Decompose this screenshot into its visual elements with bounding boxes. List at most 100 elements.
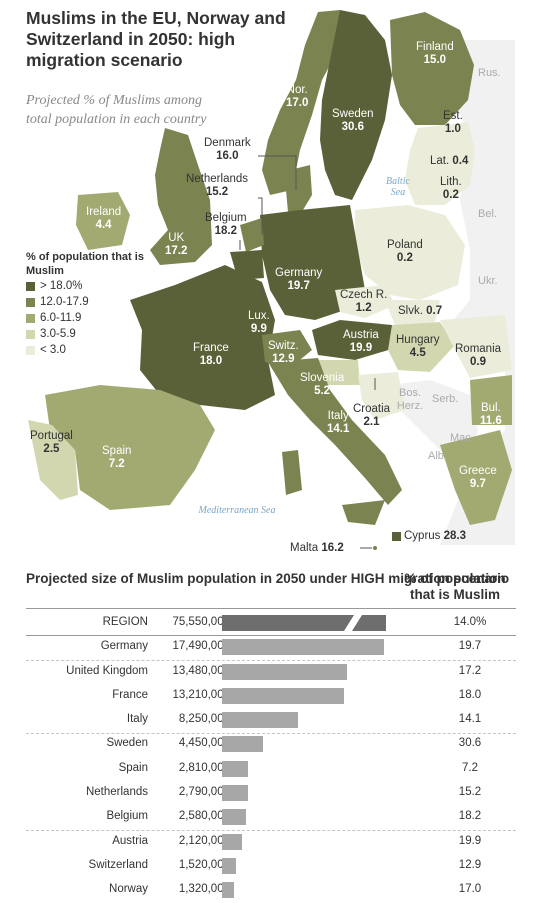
row-label: Sweden bbox=[106, 737, 148, 750]
label-belgium: Belgium 18.2 bbox=[205, 212, 247, 237]
row-label: Italy bbox=[126, 713, 148, 726]
leader-lines bbox=[239, 155, 376, 549]
label-albania: Alb. bbox=[428, 450, 447, 462]
label-czech: Czech R. 1.2 bbox=[340, 289, 388, 314]
label-germany: Germany 19.7 bbox=[275, 267, 323, 292]
row-percent: 14.1 bbox=[458, 713, 482, 726]
row-percent: 14.0% bbox=[453, 616, 487, 628]
row-value: 13,480,000 bbox=[172, 664, 230, 677]
legend-swatch bbox=[26, 329, 35, 339]
label-finland: Finland 15.0 bbox=[416, 41, 454, 66]
region-netherlands bbox=[240, 218, 264, 252]
row-value: 1,520,000 bbox=[178, 858, 230, 871]
label-france: France 18.0 bbox=[193, 342, 229, 367]
table-row: France 13,210,000 18.0 bbox=[26, 684, 516, 708]
table-row: Spain 2,810,000 7.2 bbox=[26, 757, 516, 781]
label-norway: Nor. 17.0 bbox=[286, 84, 309, 109]
region-sicily bbox=[342, 500, 385, 525]
legend-item: 6.0-11.9 bbox=[26, 310, 166, 326]
legend-swatch bbox=[26, 297, 35, 307]
legend-swatch bbox=[26, 313, 35, 323]
row-label: REGION bbox=[102, 616, 148, 628]
legend-swatch bbox=[26, 281, 35, 291]
mediterranean-sea-label: Mediterranean Sea bbox=[198, 505, 276, 516]
table-row: Norway 1,320,000 17.0 bbox=[26, 878, 516, 902]
region-baltics bbox=[405, 122, 475, 205]
bar-region-shape bbox=[222, 615, 386, 631]
row-label: Netherlands bbox=[85, 786, 148, 799]
bar bbox=[222, 663, 347, 680]
label-slovenia: Slovenia 5.2 bbox=[300, 372, 345, 397]
region-france bbox=[130, 265, 275, 410]
row-divider bbox=[26, 829, 516, 831]
label-spain: Spain 7.2 bbox=[102, 445, 132, 470]
bar-track bbox=[222, 882, 386, 899]
region-balkans-nonEU bbox=[390, 380, 478, 455]
bar-track bbox=[222, 809, 386, 826]
region-ireland bbox=[76, 192, 130, 250]
label-ukraine: Ukr. bbox=[478, 275, 498, 287]
bar-chart-rows: REGION 75,550,000 14.0% Germany 17,490,000 19… bbox=[26, 611, 516, 903]
row-label: Spain bbox=[118, 761, 148, 774]
table-row: Netherlands 2,790,000 15.2 bbox=[26, 781, 516, 805]
legend-label: 12.0-17.9 bbox=[40, 296, 89, 308]
label-macedonia: Mac. bbox=[450, 432, 474, 444]
region-poland bbox=[355, 205, 465, 300]
table-row: Italy 8,250,000 14.1 bbox=[26, 708, 516, 732]
row-value: 2,810,000 bbox=[178, 761, 230, 774]
label-estonia: Est. 1.0 bbox=[443, 110, 463, 135]
legend-item: 3.0-5.9 bbox=[26, 326, 166, 342]
label-poland: Poland 0.2 bbox=[387, 239, 423, 264]
legend-item: > 18.0% bbox=[26, 278, 166, 294]
region-hungary bbox=[388, 322, 455, 372]
label-hungary: Hungary 4.5 bbox=[396, 334, 440, 359]
bar-track bbox=[222, 785, 386, 802]
legend-item: < 3.0 bbox=[26, 342, 166, 358]
row-value: 2,790,000 bbox=[178, 786, 230, 799]
label-bulgaria: Bul. 11.6 bbox=[480, 402, 502, 427]
bar bbox=[222, 760, 249, 777]
header-divider bbox=[26, 608, 516, 609]
bar-region bbox=[222, 615, 386, 631]
label-malta: Malta 16.2 bbox=[290, 542, 344, 554]
row-label: United Kingdom bbox=[66, 664, 148, 677]
bar-track bbox=[222, 663, 386, 680]
row-percent: 19.7 bbox=[458, 640, 482, 653]
bar-track bbox=[222, 615, 386, 631]
row-value: 75,550,000 bbox=[172, 616, 230, 628]
bar-track bbox=[222, 760, 386, 777]
bar bbox=[222, 736, 264, 753]
region-portugal bbox=[28, 420, 78, 500]
bar-track bbox=[222, 833, 386, 850]
row-label: Belgium bbox=[106, 810, 148, 823]
region-spain bbox=[45, 385, 215, 510]
label-romania: Romania 0.9 bbox=[455, 343, 502, 368]
bar bbox=[222, 833, 242, 850]
row-value: 8,250,000 bbox=[178, 713, 230, 726]
region-uk bbox=[150, 128, 212, 265]
row-value: 4,450,000 bbox=[178, 737, 230, 750]
table-row: Germany 17,490,000 19.7 bbox=[26, 635, 516, 659]
row-value: 2,120,000 bbox=[178, 834, 230, 847]
row-percent: 18.0 bbox=[458, 688, 482, 701]
row-label: Austria bbox=[112, 834, 148, 847]
cyprus-marker bbox=[392, 532, 401, 541]
region-slovenia bbox=[318, 360, 360, 385]
label-portugal: Portugal 2.5 bbox=[30, 430, 73, 455]
label-netherlands: Netherlands 15.2 bbox=[186, 173, 249, 198]
pct-column-header: % of population that is Muslim bbox=[404, 571, 506, 602]
row-label: Germany bbox=[100, 640, 148, 653]
label-belarus: Bel. bbox=[478, 208, 497, 220]
legend-label: < 3.0 bbox=[40, 344, 66, 356]
row-percent: 17.0 bbox=[458, 883, 482, 896]
table-row: Belgium 2,580,000 18.2 bbox=[26, 805, 516, 829]
label-latvia: Lat. 0.4 bbox=[430, 155, 469, 167]
row-value: 1,320,000 bbox=[178, 883, 230, 896]
region-austria bbox=[312, 320, 395, 360]
baltic-sea-label: Baltic Sea bbox=[386, 176, 410, 198]
row-divider bbox=[26, 659, 516, 661]
map-legend: % of population that is Muslim > 18.0% 12… bbox=[26, 250, 166, 358]
bar-track bbox=[222, 736, 386, 753]
label-uk: UK 17.2 bbox=[165, 232, 188, 257]
region-bulgaria bbox=[470, 375, 512, 425]
